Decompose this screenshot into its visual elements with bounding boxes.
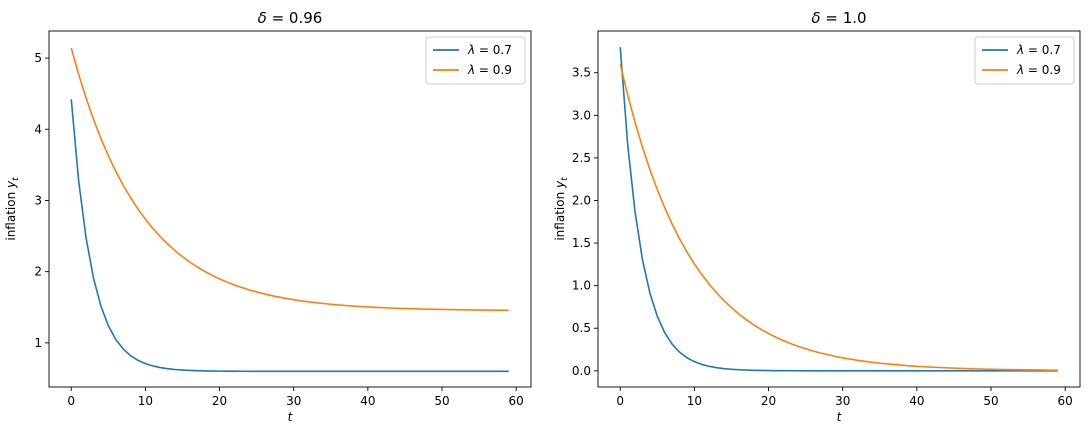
y-tick-label: 3.0 [572,108,591,122]
x-tick-label: 10 [138,394,153,408]
y-tick-label: 3.5 [572,66,591,80]
legend-label-2: λ = 0.9 [467,63,512,77]
y-tick-label: 0.0 [572,364,591,378]
legend-box [425,36,526,85]
x-tick-label: 10 [687,394,702,408]
y-tick-label: 5 [34,51,42,65]
chart-title: δ = 0.96 [258,9,323,27]
chart-title: δ = 1.0 [811,9,866,27]
legend-label-1: λ = 0.7 [467,43,512,57]
y-axis-label: inflation yt [553,177,570,241]
y-tick-label: 0.5 [572,321,591,335]
y-tick-label: 2.5 [572,151,591,165]
y-tick-label: 2.0 [572,193,591,207]
y-tick-label: 1.0 [572,279,591,293]
x-tick-label: 30 [835,394,850,408]
x-tick-label: 50 [983,394,998,408]
legend: λ = 0.7 λ = 0.9 [425,36,526,85]
x-tick-label: 40 [909,394,924,408]
x-tick-label: 60 [1058,394,1073,408]
x-tick-label: 30 [286,394,301,408]
legend-label-2: λ = 0.9 [1016,63,1061,77]
x-tick-label: 40 [360,394,375,408]
series-line-1 [619,47,1058,372]
x-tick-label: 20 [212,394,227,408]
y-axis-label: inflation yt [4,177,21,241]
x-tick-label: 0 [616,394,624,408]
y-tick-label: 1.5 [572,236,591,250]
series-line-1 [70,99,509,373]
x-axis-label: t [837,410,843,424]
chart-panel-2: 0 10 20 30 40 50 60 0.0 0.5 1.0 1.5 2.0 2.5 3.0 3.5 δ =… [553,9,1081,424]
y-tick-label: 3 [34,193,42,207]
axes-frame [48,30,532,388]
x-tick-label: 0 [67,394,75,408]
chart-panel-1: 0 10 20 30 40 50 60 1 2 3 4 5 δ = 0.96 t inflation yt λ… [4,9,532,424]
x-axis-label: t [288,410,294,424]
legend-label-1: λ = 0.7 [1016,43,1061,57]
x-tick-label: 50 [434,394,449,408]
x-tick-label: 60 [509,394,524,408]
y-tick-label: 2 [34,265,42,279]
y-tick-label: 4 [34,122,42,136]
y-tick-label: 1 [34,336,42,350]
x-tick-label: 20 [761,394,776,408]
series-line-2 [619,64,1058,372]
series-line-2 [70,47,509,312]
legend: λ = 0.7 λ = 0.9 [974,36,1075,85]
legend-box [974,36,1075,85]
axes-frame [597,30,1081,388]
